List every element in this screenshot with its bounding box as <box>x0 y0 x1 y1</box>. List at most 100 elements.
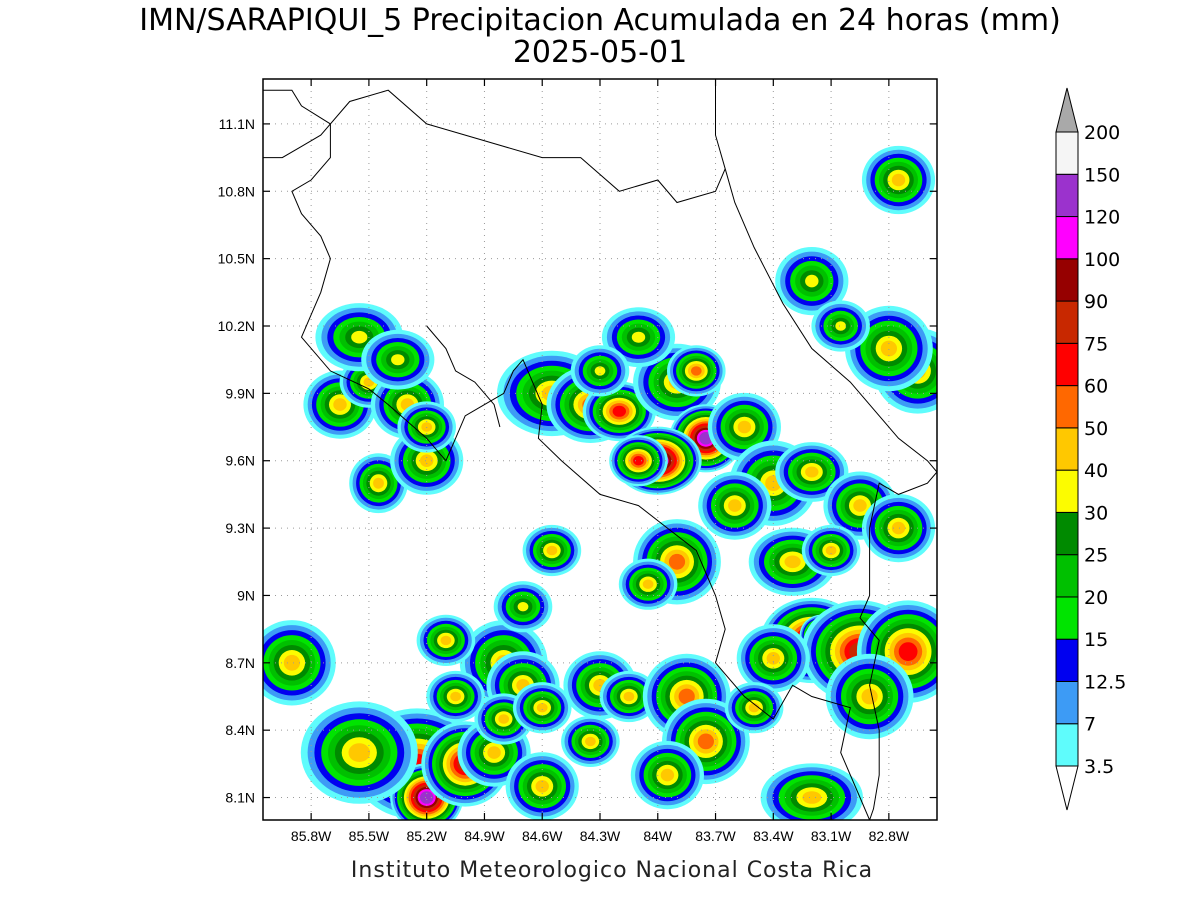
lat-tick-label: 9.6N <box>225 453 255 469</box>
colorbar-swatch <box>1055 596 1079 640</box>
coastline <box>715 79 937 473</box>
colorbar-level-label: 30 <box>1084 502 1108 524</box>
precip-cell <box>698 471 772 540</box>
lat-tick-label: 10.8N <box>218 183 255 199</box>
precip-cell <box>599 670 659 723</box>
precip-contour <box>536 703 548 713</box>
precip-contour <box>535 780 549 793</box>
colorbar-level-label: 120 <box>1084 207 1120 229</box>
coastline <box>426 325 501 428</box>
precip-contour <box>748 703 760 713</box>
colorbar-swatch <box>1055 680 1079 725</box>
precip-contour <box>642 579 654 589</box>
precip-contour <box>498 714 510 724</box>
lat-tick-label: 10.5N <box>218 251 255 267</box>
precip-cell <box>522 524 582 577</box>
lon-tick-label: 84.3W <box>580 828 621 844</box>
precip-contour <box>737 420 752 434</box>
lon-tick-label: 85.5W <box>349 828 390 844</box>
precip-contour <box>348 743 371 762</box>
colorbar-swatch <box>1055 511 1079 556</box>
colorbar-level-label: 12.5 <box>1084 671 1126 693</box>
precip-cell <box>823 471 897 540</box>
colorbar-swatch <box>1055 216 1079 260</box>
precip-cell <box>300 701 418 804</box>
precip-cell <box>825 653 914 740</box>
colorbar-swatch <box>1055 258 1079 302</box>
precip-contour <box>853 499 867 512</box>
coastline <box>859 471 937 820</box>
lon-tick-label: 83.4W <box>753 828 794 844</box>
lat-tick-label: 9N <box>237 587 255 603</box>
colorbar-swatch <box>1055 300 1079 344</box>
colorbar-level-label: 150 <box>1084 164 1120 186</box>
lat-lon-grid <box>263 79 937 820</box>
colorbar-level-label: 75 <box>1084 333 1108 355</box>
precip-contour <box>487 746 501 759</box>
precip-contour <box>697 733 715 750</box>
colorbar-level-label: 40 <box>1084 460 1108 482</box>
precip-contour <box>766 652 780 665</box>
colorbar-level-label: 200 <box>1084 122 1120 144</box>
precip-cell <box>760 763 863 820</box>
precip-contour <box>861 688 878 705</box>
precip-cell <box>801 524 861 577</box>
precip-cell <box>609 435 668 487</box>
colorbar-under-arrow <box>1055 765 1079 811</box>
precip-contour <box>333 398 347 411</box>
precip-contour <box>690 366 702 376</box>
precip-cell <box>601 307 676 368</box>
colorbar-swatch <box>1055 342 1079 387</box>
precip-cell <box>724 682 784 734</box>
precip-contour <box>585 736 596 747</box>
colorbar-swatch <box>1055 469 1079 513</box>
precipitation-field <box>263 145 937 820</box>
precip-cell <box>861 493 936 563</box>
precip-cell <box>642 653 731 740</box>
coastline <box>263 89 871 820</box>
precip-cell <box>361 329 435 390</box>
precip-cell <box>736 624 810 693</box>
lon-tick-label: 84.9W <box>464 828 505 844</box>
coastline <box>263 89 726 204</box>
precip-cell <box>630 741 705 810</box>
precip-contour <box>420 791 434 804</box>
precip-contour <box>546 545 558 556</box>
colorbar-swatch <box>1055 638 1079 682</box>
institute-credit: Instituto Meteorologico Nacional Costa R… <box>351 858 873 883</box>
lon-tick-label: 83.7W <box>695 828 736 844</box>
precip-cell <box>263 620 336 706</box>
precip-contour <box>373 477 384 489</box>
precip-cell <box>667 345 726 397</box>
colorbar-over-arrow <box>1055 87 1079 133</box>
lon-tick-label: 84.6W <box>522 828 563 844</box>
colorbar-level-label: 60 <box>1084 376 1108 398</box>
colorbar-swatch <box>1055 173 1079 218</box>
lon-tick-label: 85.8W <box>291 828 332 844</box>
precip-cell <box>775 442 849 502</box>
precip-contour <box>623 691 635 702</box>
colorbar-level-label: 25 <box>1084 545 1108 567</box>
colorbar-swatch <box>1055 131 1079 175</box>
lon-tick-label: 84W <box>643 828 673 844</box>
precip-contour <box>898 642 918 661</box>
colorbar-level-label: 100 <box>1084 249 1120 271</box>
precip-cell <box>505 752 579 820</box>
lon-tick-label: 83.1W <box>811 828 852 844</box>
colorbar-level-label: 90 <box>1084 291 1108 313</box>
precip-contour <box>594 366 606 376</box>
precip-cell <box>493 581 553 633</box>
precip-cell <box>618 558 678 610</box>
precip-cell <box>861 145 936 215</box>
precip-contour <box>631 331 646 343</box>
precip-contour <box>668 553 686 570</box>
precip-contour <box>891 521 906 535</box>
precip-cell <box>512 682 572 734</box>
precip-contour <box>391 354 405 366</box>
precip-contour <box>612 405 626 417</box>
precip-contour <box>440 635 452 646</box>
precip-contour <box>283 654 300 671</box>
precip-contour <box>517 602 529 612</box>
lon-tick-label: 82.8W <box>869 828 910 844</box>
precip-contour <box>450 691 461 702</box>
